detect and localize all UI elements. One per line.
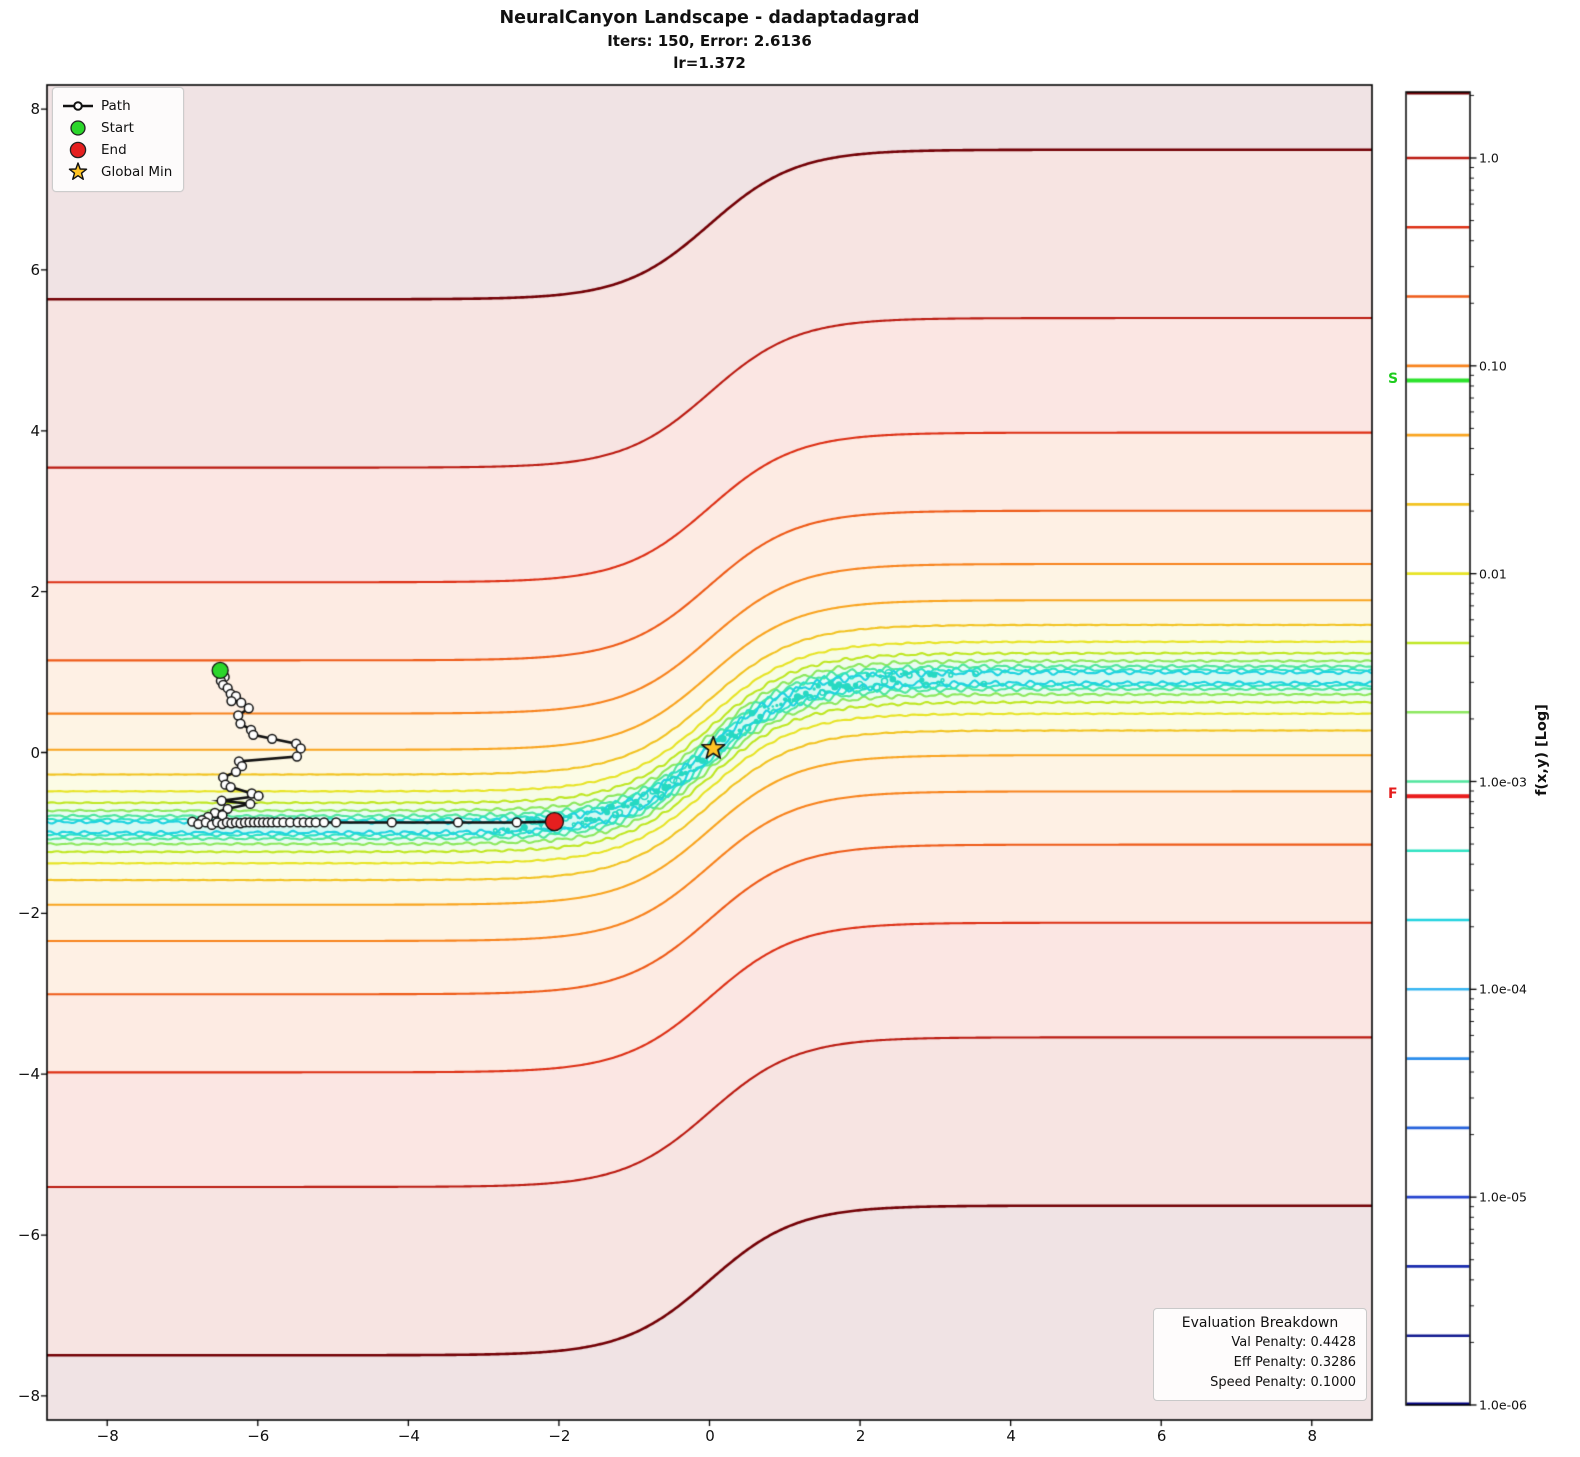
y-tick-label: −8 xyxy=(17,1386,40,1405)
y-tick-label: 4 xyxy=(30,421,40,440)
x-tick-label: 6 xyxy=(1156,1427,1167,1445)
start-marker-icon xyxy=(62,119,94,137)
y-tick-label: −4 xyxy=(17,1065,40,1084)
chart-title: NeuralCanyon Landscape - dadaptadagrad xyxy=(499,8,920,28)
evaluation-breakdown-title: Evaluation Breakdown xyxy=(1181,1315,1339,1331)
colorbar-tick-label: 0.01 xyxy=(1479,566,1507,582)
colorbar-tick-label: 1.0 xyxy=(1479,150,1499,166)
colorbar-tick-label: 1.0e-06 xyxy=(1479,1397,1527,1413)
colorbar-tick-label: 1.0e-03 xyxy=(1479,774,1527,789)
x-tick-label: 0 xyxy=(705,1427,715,1445)
x-tick-label: −4 xyxy=(397,1427,420,1445)
y-tick-label: −2 xyxy=(17,904,40,923)
y-tick-label: 2 xyxy=(30,582,40,601)
end-marker-icon xyxy=(62,141,94,159)
evaluation-breakdown-box: Evaluation Breakdown Val Penalty: 0.4428… xyxy=(1153,1308,1367,1401)
path-line-icon xyxy=(62,99,94,113)
legend-item-path: Path xyxy=(62,95,172,117)
x-tick-label: 4 xyxy=(1006,1427,1016,1445)
x-tick-label: −6 xyxy=(247,1427,270,1445)
colorbar-tick-label: 1.0e-04 xyxy=(1479,981,1527,997)
x-tick-label: −2 xyxy=(548,1427,571,1445)
x-tick-label: 8 xyxy=(1307,1427,1318,1445)
colorbar-start-marker-label: S xyxy=(1388,371,1399,387)
y-tick-label: 8 xyxy=(30,100,40,119)
colorbar-final-marker-label: F xyxy=(1388,786,1398,802)
colorbar-axis-label: f(x,y) [Log] xyxy=(1534,704,1550,796)
legend: Path Start End Global Min xyxy=(52,87,185,192)
chart-lr-line: lr=1.372 xyxy=(673,54,746,72)
y-tick-label: 0 xyxy=(30,743,40,762)
global-min-star-icon xyxy=(62,162,94,182)
chart-title-block: NeuralCanyon Landscape - dadaptadagrad I… xyxy=(47,7,1372,74)
legend-label: Global Min xyxy=(101,164,173,180)
speed-penalty: Speed Penalty: 0.1000 xyxy=(1210,1375,1356,1390)
val-penalty: Val Penalty: 0.4428 xyxy=(1231,1335,1356,1350)
legend-label: Start xyxy=(101,120,134,136)
x-tick-label: −8 xyxy=(96,1427,119,1445)
chart-subtitle: Iters: 150, Error: 2.6136 xyxy=(607,32,812,50)
legend-item-end: End xyxy=(62,139,172,161)
x-tick-label: 2 xyxy=(855,1427,866,1445)
colorbar-tick-label: 0.10 xyxy=(1479,358,1507,374)
legend-item-start: Start xyxy=(62,117,172,139)
legend-label: Path xyxy=(101,98,131,114)
eff-penalty: Eff Penalty: 0.3286 xyxy=(1233,1355,1356,1370)
legend-item-global-min: Global Min xyxy=(62,161,172,183)
colorbar-tick-label: 1.0e-05 xyxy=(1479,1189,1527,1205)
y-tick-label: −6 xyxy=(17,1226,40,1244)
y-tick-label: 6 xyxy=(30,261,40,279)
legend-label: End xyxy=(101,142,127,158)
